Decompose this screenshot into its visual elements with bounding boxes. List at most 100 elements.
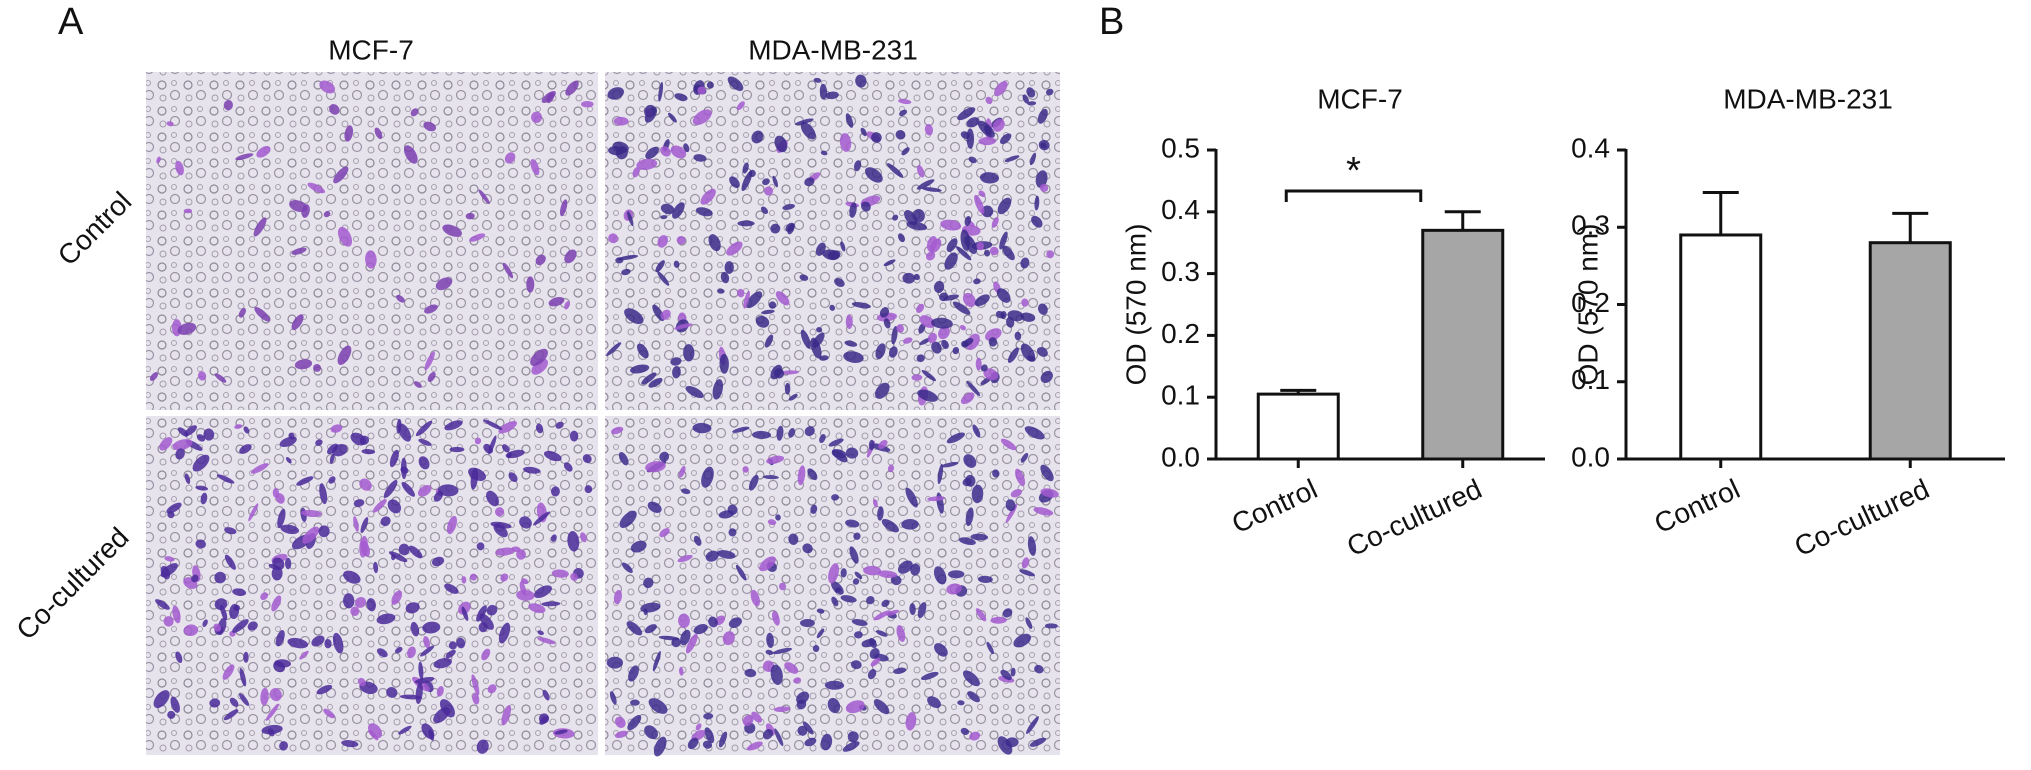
cell [983, 368, 999, 381]
cell [550, 534, 557, 542]
cell [235, 153, 254, 161]
cell [952, 301, 971, 315]
cell [548, 296, 565, 307]
cell [1021, 298, 1029, 307]
cell [840, 568, 847, 578]
cell [376, 613, 396, 625]
cell [277, 508, 286, 529]
cell [804, 177, 815, 187]
cell [232, 619, 249, 633]
cell [323, 708, 335, 719]
y-tick-label: 0.1 [1161, 380, 1200, 411]
cell [683, 143, 690, 153]
cell [762, 728, 774, 740]
cell [706, 81, 714, 89]
cell [383, 479, 398, 498]
cell [925, 251, 936, 261]
cell [724, 261, 734, 274]
cell [960, 727, 970, 735]
cell [761, 309, 775, 315]
cell [934, 643, 948, 657]
cell [630, 540, 647, 553]
cell [155, 599, 170, 610]
cell [685, 633, 698, 654]
cell [958, 537, 976, 545]
cell [773, 368, 785, 379]
cell [778, 582, 787, 591]
cell [647, 501, 662, 513]
cell [992, 469, 1000, 478]
cell [873, 610, 891, 621]
cell [865, 167, 883, 183]
cell [720, 271, 730, 284]
cell [1029, 737, 1047, 747]
cell [840, 595, 857, 603]
cell [890, 575, 902, 586]
cell [1010, 667, 1016, 677]
cell [916, 354, 925, 363]
cell [1007, 347, 1019, 363]
cell [415, 682, 423, 705]
cell [615, 730, 628, 739]
cell [301, 204, 310, 218]
cell [927, 332, 938, 344]
cell [693, 535, 702, 546]
cell [582, 454, 592, 464]
panel-label: B [1099, 1, 1124, 43]
cell [851, 619, 868, 626]
cell [774, 728, 784, 747]
cell [916, 179, 935, 190]
cell [816, 327, 823, 333]
cell [695, 207, 713, 217]
cell [391, 590, 403, 605]
cell [702, 740, 713, 749]
x-tick-label: Control [1227, 473, 1322, 539]
cell [917, 602, 927, 619]
cell [565, 80, 579, 96]
cell [774, 135, 788, 153]
cell [195, 539, 206, 549]
cell [963, 454, 977, 468]
cell [224, 527, 237, 535]
cell [979, 172, 1000, 184]
cell [780, 370, 799, 375]
cell [799, 619, 815, 628]
cell [782, 203, 795, 210]
cell [1002, 608, 1013, 618]
cell [737, 220, 755, 227]
cell [219, 604, 228, 621]
cell [618, 451, 629, 466]
panel-label: A [58, 1, 84, 43]
cell [802, 543, 813, 554]
cell [772, 610, 780, 626]
cell [1040, 488, 1059, 498]
cell [606, 656, 624, 669]
cell [516, 589, 535, 601]
cell [612, 141, 629, 153]
cell [852, 578, 860, 585]
cell [1026, 87, 1036, 98]
cell [418, 456, 430, 470]
cell [800, 122, 816, 140]
cell [746, 291, 763, 309]
cell [285, 457, 292, 464]
cell [296, 476, 314, 486]
cell [878, 439, 888, 449]
cell [476, 605, 487, 622]
cell [742, 466, 749, 473]
cell [716, 550, 736, 559]
cell [170, 696, 181, 713]
cell [946, 238, 958, 253]
cell [318, 525, 330, 538]
cell [717, 288, 725, 294]
cell [931, 317, 953, 329]
cell [1010, 489, 1022, 498]
cell [891, 326, 898, 345]
cell [624, 308, 644, 325]
cell [531, 358, 548, 375]
cell [380, 516, 391, 527]
cell [705, 550, 719, 562]
cell [883, 259, 896, 267]
cell [405, 602, 420, 614]
cell [974, 294, 990, 307]
